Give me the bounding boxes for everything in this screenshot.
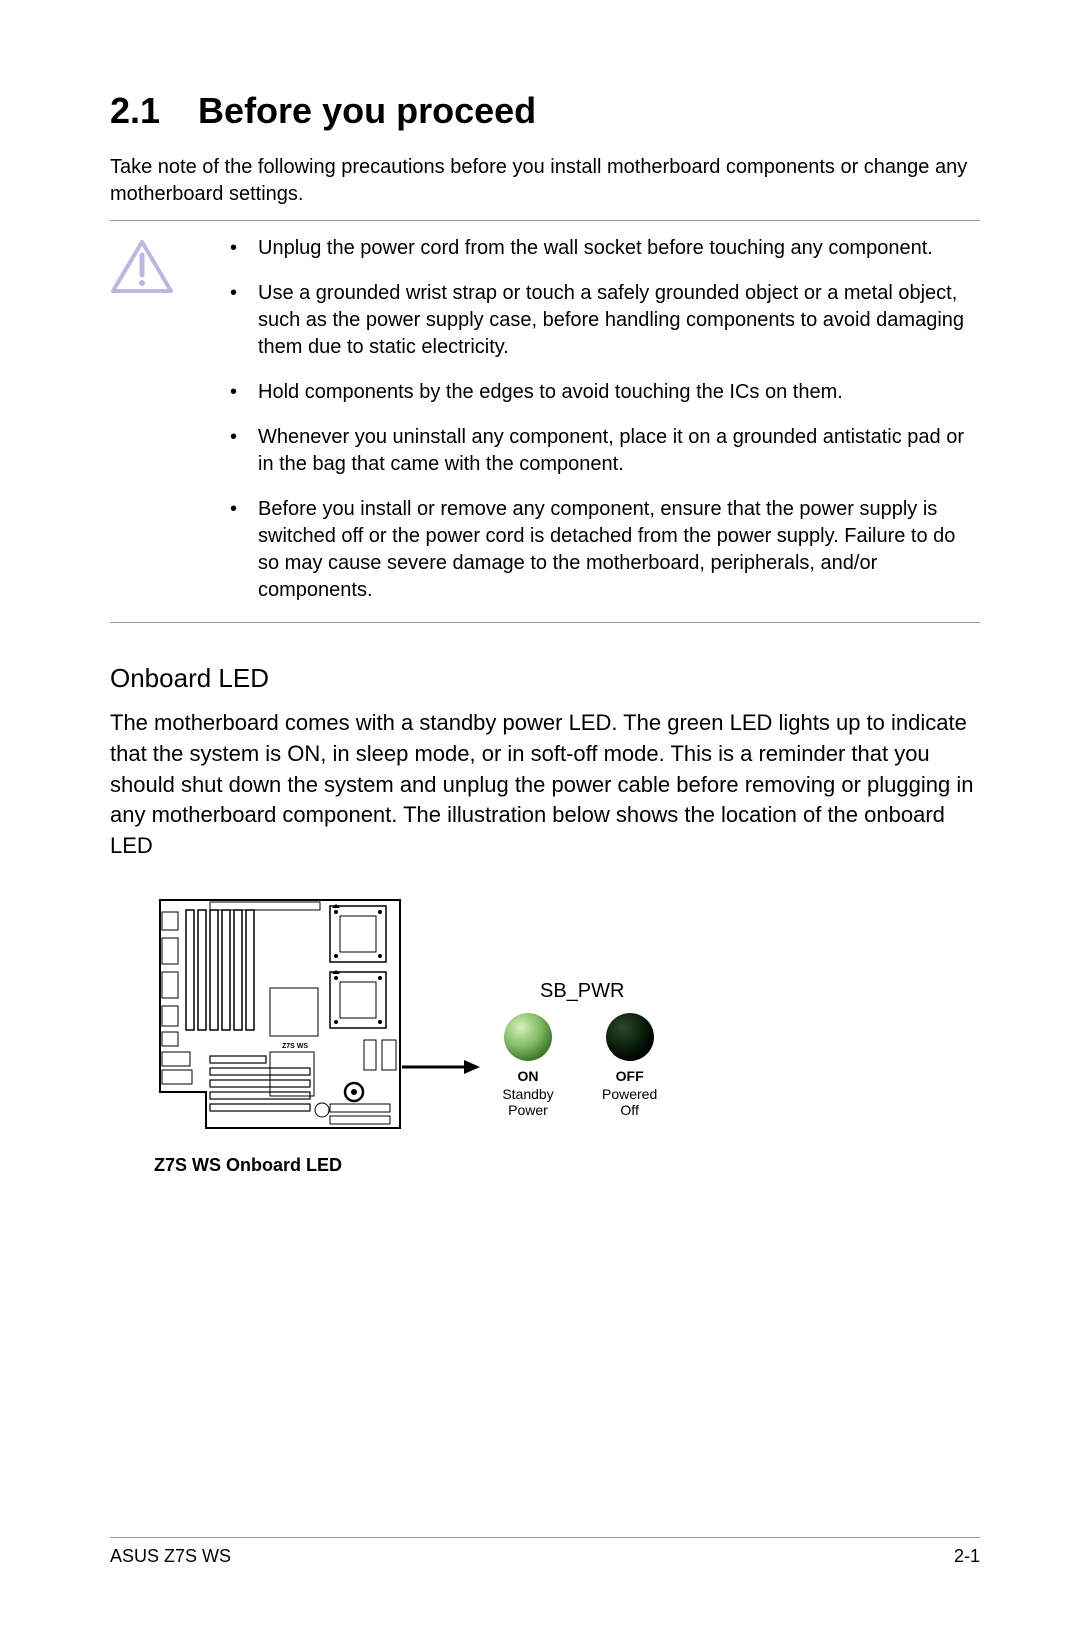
caution-item: Whenever you uninstall any component, pl… xyxy=(230,424,980,478)
led-on-column: ON Standby Power xyxy=(502,1011,554,1118)
led-off-state: OFF xyxy=(602,1068,657,1084)
caution-item: Before you install or remove any compone… xyxy=(230,496,980,604)
onboard-led-heading: Onboard LED xyxy=(110,663,980,694)
led-legend: SB_PWR xyxy=(502,980,657,1118)
footer-left: ASUS Z7S WS xyxy=(110,1546,231,1567)
motherboard-caption: Z7S WS Onboard LED xyxy=(154,1155,980,1176)
footer-right: 2-1 xyxy=(954,1546,980,1567)
led-on-sub1: Standby xyxy=(502,1086,554,1102)
page-footer: ASUS Z7S WS 2-1 xyxy=(110,1537,980,1567)
motherboard-diagram: Z7S WS xyxy=(150,892,410,1147)
caution-item: Use a grounded wrist strap or touch a sa… xyxy=(230,280,980,361)
section-heading: 2.1 Before you proceed xyxy=(110,90,980,132)
section-number: 2.1 xyxy=(110,90,160,132)
diagram-area: Z7S WS xyxy=(150,892,980,1147)
onboard-led-body: The motherboard comes with a standby pow… xyxy=(110,708,980,862)
caution-item: Unplug the power cord from the wall sock… xyxy=(230,235,980,262)
caution-list: Unplug the power cord from the wall sock… xyxy=(200,235,980,604)
led-off-sub1: Powered xyxy=(602,1086,657,1102)
led-on-state: ON xyxy=(502,1068,554,1084)
connector-label: SB_PWR xyxy=(540,980,657,1003)
led-off-icon xyxy=(602,1011,657,1068)
caution-icon xyxy=(110,235,200,604)
led-on-sub2: Power xyxy=(502,1102,554,1118)
arrow-icon xyxy=(402,1057,482,1082)
caution-item: Hold components by the edges to avoid to… xyxy=(230,379,980,406)
section-title: Before you proceed xyxy=(198,90,536,132)
led-off-sub2: Off xyxy=(602,1102,657,1118)
led-on-icon xyxy=(502,1011,554,1068)
led-off-column: OFF Powered Off xyxy=(602,1011,657,1118)
caution-block: Unplug the power cord from the wall sock… xyxy=(110,220,980,623)
mobo-model-label: Z7S WS xyxy=(282,1043,308,1050)
intro-text: Take note of the following precautions b… xyxy=(110,154,980,208)
